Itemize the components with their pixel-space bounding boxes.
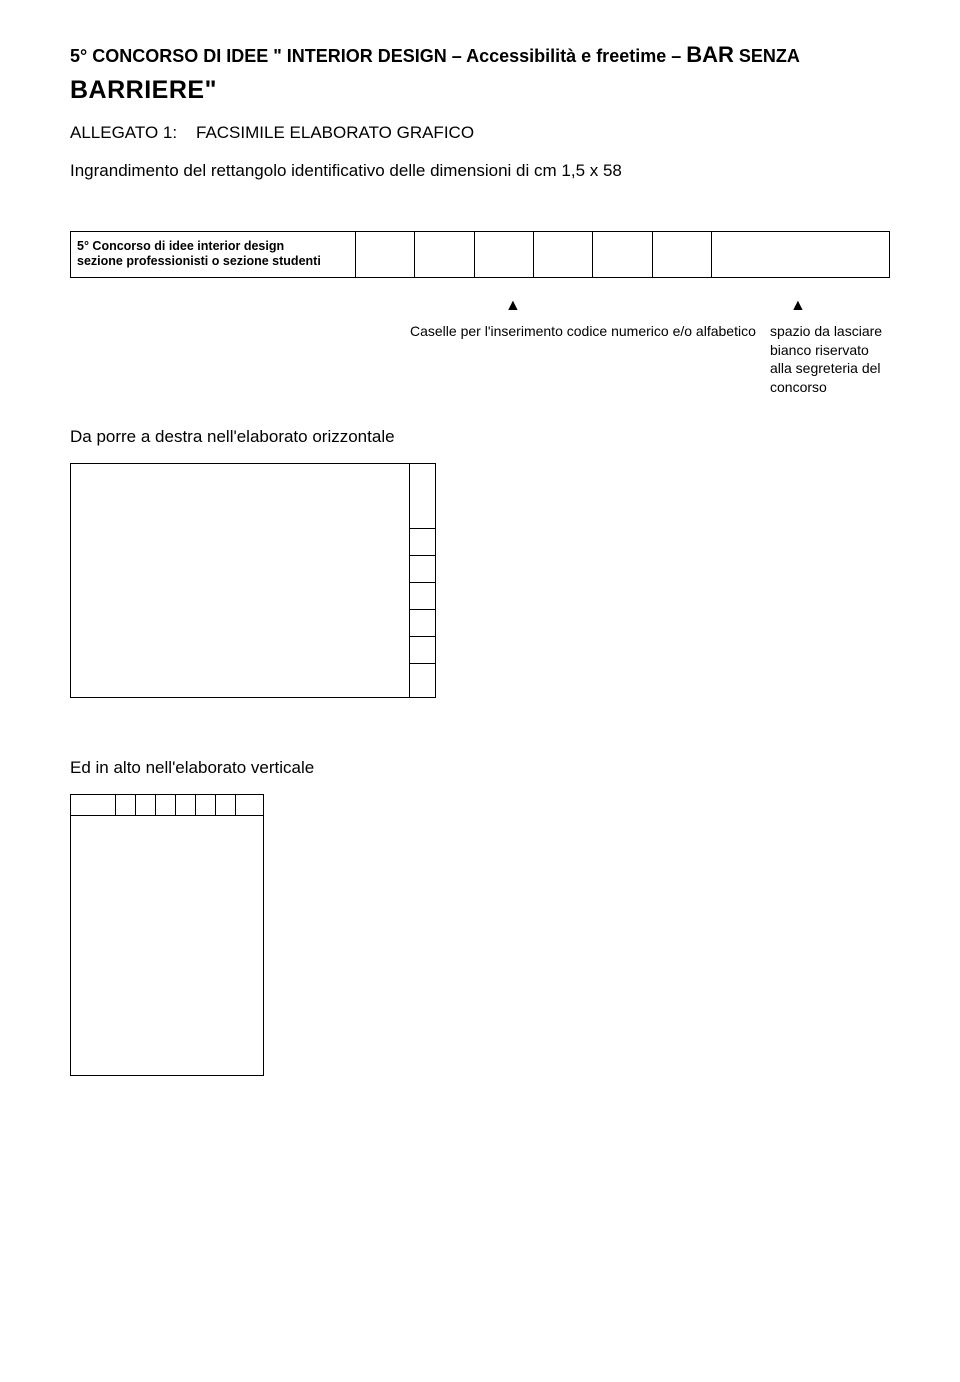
id-strip-code-cell xyxy=(474,231,533,277)
allegato-label: ALLEGATO 1: xyxy=(70,123,177,142)
id-strip-label-l1: 5° Concorso di idee interior design xyxy=(77,239,284,253)
arrow-up-icon: ▲ xyxy=(505,298,521,314)
elab-horizontal xyxy=(70,463,890,698)
subhead-vertical: Ed in alto nell'elaborato verticale xyxy=(70,758,890,778)
elab-horiz-blank-cell xyxy=(410,664,436,698)
elab-horiz-stack xyxy=(410,463,436,698)
caption-right: spazio da lasciare bianco riservato alla… xyxy=(770,322,890,398)
elab-horiz-code-cell xyxy=(410,583,436,610)
id-strip-table: 5° Concorso di idee interior design sezi… xyxy=(70,231,890,278)
allegato-text: FACSIMILE ELABORATO GRAFICO xyxy=(196,123,474,142)
id-strip-code-cell xyxy=(593,231,652,277)
arrow-row: ▲ ▲ xyxy=(70,298,890,318)
title-bar: BAR xyxy=(686,42,734,67)
id-strip-blank-cell xyxy=(711,231,889,277)
allegato-line: ALLEGATO 1: FACSIMILE ELABORATO GRAFICO xyxy=(70,123,890,143)
elab-vert-code-cell xyxy=(196,794,216,816)
id-strip-label: 5° Concorso di idee interior design sezi… xyxy=(71,231,356,277)
title-barriere: BARRIERE" xyxy=(70,76,890,105)
elab-horiz-code-cell xyxy=(410,610,436,637)
elab-vert-code-cell xyxy=(136,794,156,816)
elab-horiz-code-cell xyxy=(410,529,436,556)
title-senza: SENZA xyxy=(734,46,800,66)
id-strip-code-cell xyxy=(355,231,414,277)
id-strip-code-cell xyxy=(415,231,474,277)
caption-row: Caselle per l'inserimento codice numeric… xyxy=(70,322,890,398)
ingrandimento-text: Ingrandimento del rettangolo identificat… xyxy=(70,161,890,181)
elab-vert-bigbox xyxy=(70,816,264,1076)
elab-vert-label-cell xyxy=(70,794,116,816)
title-line-1: 5° CONCORSO DI IDEE " INTERIOR DESIGN – … xyxy=(70,40,890,70)
elab-horiz-label-cell xyxy=(410,463,436,529)
elab-vert-code-cell xyxy=(156,794,176,816)
elab-vert-top xyxy=(70,794,890,816)
id-strip-code-cell xyxy=(533,231,592,277)
caption-gap xyxy=(70,322,410,398)
arrow-up-icon: ▲ xyxy=(790,298,806,314)
elab-horiz-code-cell xyxy=(410,556,436,583)
subhead-horizontal: Da porre a destra nell'elaborato orizzon… xyxy=(70,427,890,447)
elab-vert-code-cell xyxy=(176,794,196,816)
elab-vert-code-cell xyxy=(116,794,136,816)
caption-mid: Caselle per l'inserimento codice numeric… xyxy=(410,322,770,398)
elab-horiz-code-cell xyxy=(410,637,436,664)
title-prefix: 5° CONCORSO DI IDEE " INTERIOR DESIGN – … xyxy=(70,46,686,66)
id-strip-label-l2: sezione professionisti o sezione student… xyxy=(77,254,321,268)
elab-horiz-bigbox xyxy=(70,463,410,698)
elab-vert-code-cell xyxy=(216,794,236,816)
id-strip-code-cell xyxy=(652,231,711,277)
elab-vert-blank-cell xyxy=(236,794,264,816)
